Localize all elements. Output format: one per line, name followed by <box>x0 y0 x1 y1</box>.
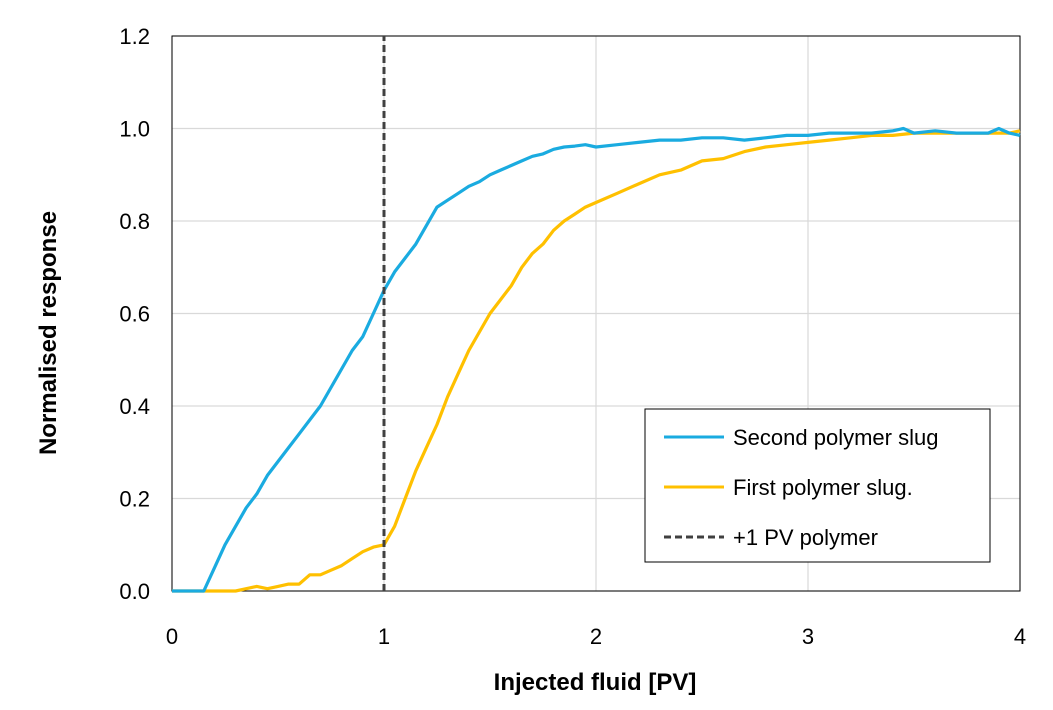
x-tick-label: 1 <box>378 624 390 649</box>
legend: Second polymer slug First polymer slug. +1… <box>644 408 991 563</box>
series-layer <box>172 36 1021 593</box>
y-tick-label: 1.0 <box>119 117 150 142</box>
legend-label: First polymer slug. <box>733 475 913 500</box>
x-tick-label: 2 <box>590 624 602 649</box>
y-tick-label: 1.2 <box>119 24 150 49</box>
y-axis-title: Normalised response <box>35 211 62 455</box>
y-tick-label: 0.8 <box>119 209 150 234</box>
y-tick-label: 0.4 <box>119 394 150 419</box>
x-tick-label: 0 <box>166 624 178 649</box>
y-axis-ticks: 0.0 0.2 0.4 0.6 0.8 1.0 1.2 <box>119 24 150 604</box>
plot-area <box>171 35 1021 592</box>
x-axis-ticks: 0 1 2 3 4 <box>166 624 1026 649</box>
x-tick-label: 4 <box>1014 624 1026 649</box>
series-line-first-polymer-slug <box>172 129 1021 593</box>
series-line-second-polymer-slug <box>172 126 1021 593</box>
x-axis-title: Injected fluid [PV] <box>494 669 697 696</box>
y-tick-label: 0.0 <box>119 579 150 604</box>
legend-label: +1 PV polymer <box>733 525 878 550</box>
y-tick-label: 0.6 <box>119 302 150 327</box>
x-tick-label: 3 <box>802 624 814 649</box>
legend-label: Second polymer slug <box>733 425 938 450</box>
y-tick-label: 0.2 <box>119 487 150 512</box>
